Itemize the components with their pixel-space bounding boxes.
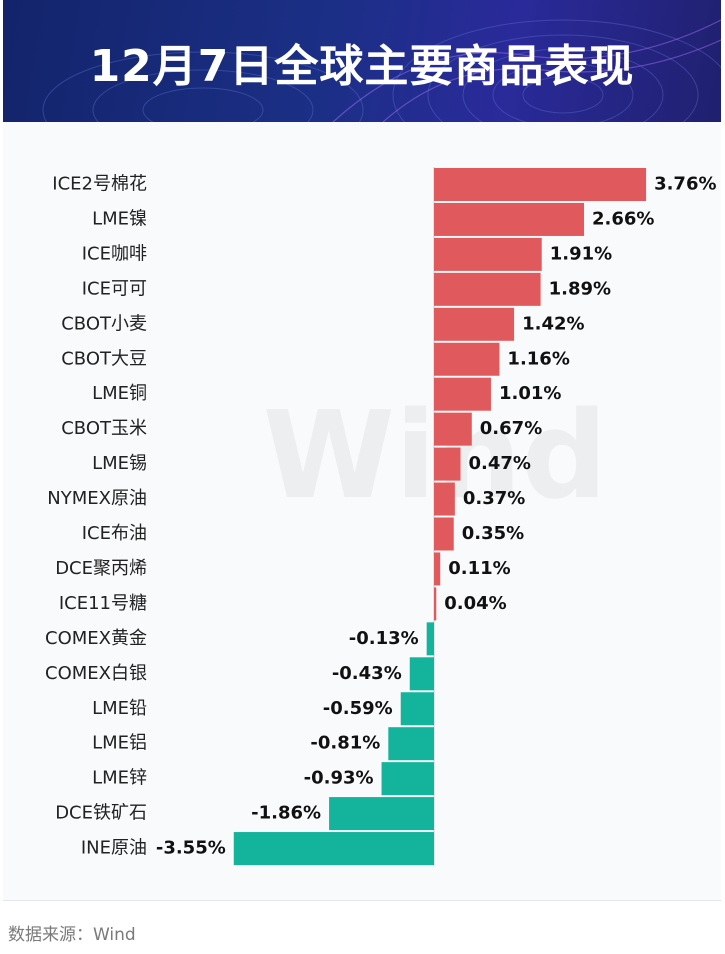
category-label: LME锌 — [92, 768, 147, 789]
category-label: LME锡 — [92, 453, 147, 474]
value-label: 0.37% — [463, 488, 525, 509]
value-label: 1.91% — [550, 243, 612, 264]
value-label: 1.16% — [507, 348, 569, 369]
value-label: 0.11% — [448, 558, 510, 579]
category-label: DCE铁矿石 — [55, 803, 147, 824]
value-label: 1.89% — [549, 278, 611, 299]
bar-9 — [434, 482, 455, 516]
category-label: LME铅 — [92, 698, 147, 719]
bar-14 — [409, 657, 434, 691]
value-label: 0.04% — [444, 593, 506, 614]
bar-2 — [434, 237, 542, 271]
value-label: 0.47% — [469, 453, 531, 474]
value-label: 0.67% — [480, 418, 542, 439]
bar-8 — [434, 447, 461, 481]
value-label: -0.93% — [304, 768, 374, 789]
value-label: 2.66% — [592, 208, 654, 229]
category-label: DCE聚丙烯 — [55, 558, 147, 579]
bar-19 — [233, 832, 434, 866]
category-label: ICE咖啡 — [82, 243, 147, 264]
bar-13 — [426, 622, 434, 656]
category-label: ICE布油 — [82, 523, 147, 544]
category-label: LME铝 — [92, 733, 147, 754]
bar-15 — [400, 692, 434, 726]
value-label: -0.43% — [332, 663, 402, 684]
bar-16 — [388, 727, 434, 761]
bar-10 — [434, 517, 454, 551]
category-label: ICE2号棉花 — [52, 174, 147, 195]
bar-11 — [434, 552, 441, 586]
bar-18 — [329, 797, 434, 831]
value-label: -1.86% — [251, 803, 321, 824]
category-label: CBOT大豆 — [61, 348, 147, 369]
page-title: 12月7日全球主要商品表现 — [89, 41, 635, 92]
category-label: ICE可可 — [82, 278, 147, 299]
value-label: 3.76% — [654, 174, 716, 195]
bar-4 — [434, 307, 515, 341]
category-label: CBOT小麦 — [61, 313, 147, 334]
category-label: CBOT玉米 — [61, 418, 147, 439]
title-banner: 12月7日全球主要商品表现 — [3, 0, 721, 122]
value-label: -0.13% — [349, 628, 419, 649]
category-label: LME铜 — [92, 383, 147, 404]
bar-12 — [434, 587, 437, 621]
value-label: 0.35% — [462, 523, 524, 544]
banner-contour-decoration — [42, 19, 721, 122]
category-label: ICE11号糖 — [59, 593, 147, 614]
source-note: 数据来源：Wind — [8, 925, 136, 945]
value-label: -0.81% — [310, 733, 380, 754]
bar-1 — [434, 202, 585, 236]
bar-3 — [434, 272, 541, 306]
value-label: 1.42% — [522, 313, 584, 334]
category-label: COMEX黄金 — [45, 628, 147, 649]
value-label: -0.59% — [323, 698, 393, 719]
category-label: COMEX白银 — [45, 663, 147, 684]
bar-0 — [434, 168, 647, 201]
value-label: 1.01% — [499, 383, 561, 404]
chart-panel: WindICE2号棉花3.76%LME镍2.66%ICE咖啡1.91%ICE可可… — [3, 122, 721, 901]
category-label: INE原油 — [81, 838, 147, 859]
bar-6 — [434, 377, 491, 411]
bar-chart: WindICE2号棉花3.76%LME镍2.66%ICE咖啡1.91%ICE可可… — [45, 167, 717, 866]
bar-17 — [381, 762, 434, 796]
category-label: LME镍 — [92, 208, 147, 229]
category-label: NYMEX原油 — [47, 488, 147, 509]
bar-5 — [434, 342, 500, 376]
value-label: -3.55% — [156, 838, 226, 859]
bar-7 — [434, 412, 472, 446]
